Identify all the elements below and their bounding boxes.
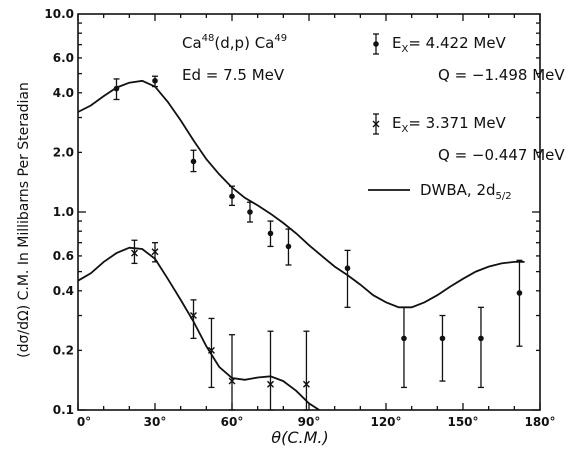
legend-label: EX= 3.371 MeV (392, 114, 507, 135)
cross-marker (207, 346, 215, 354)
dot-marker (247, 209, 253, 215)
y-tick-label: 0.4 (53, 284, 74, 298)
data-point-3371 (190, 299, 197, 340)
dot-marker (229, 193, 235, 200)
legend-dot-marker (373, 41, 379, 47)
data-points (113, 75, 523, 411)
data-point-3371 (267, 330, 274, 411)
cross-marker (228, 377, 236, 385)
legend: EX= 4.422 MeV Q = −1.498 MeV EX= 3.371 MeV… (368, 33, 565, 202)
y-tick-label: 4.0 (53, 86, 74, 100)
x-tick-label: 120° (370, 415, 401, 429)
x-tick-label: 30° (144, 415, 167, 429)
dot-marker (344, 265, 351, 272)
data-point-4422 (190, 149, 197, 173)
y-tick-label: 1.0 (53, 205, 74, 219)
beam-energy-annotation: Ed = 7.5 MeV (182, 66, 285, 84)
legend-cross-marker (372, 120, 380, 128)
x-tick-label: 0° (77, 415, 91, 429)
cross-marker (267, 380, 274, 388)
dwba-curve (77, 79, 525, 309)
dot-marker (152, 77, 158, 84)
dwba-curve (77, 246, 320, 411)
dot-marker (478, 335, 484, 342)
y-tick-label: 0.2 (53, 343, 74, 357)
data-point-4422 (439, 314, 446, 382)
data-point-3371 (228, 334, 236, 411)
dot-marker (267, 230, 274, 237)
y-tick-label: 10.0 (44, 7, 74, 21)
data-point-4422 (246, 201, 253, 223)
data-point-3371 (302, 330, 310, 411)
curves (77, 79, 525, 411)
dot-marker (190, 158, 197, 165)
cross-marker (151, 248, 159, 256)
x-tick-label: 150° (447, 415, 478, 429)
dot-marker (439, 335, 446, 342)
legend-q-value: Q = −0.447 MeV (438, 146, 565, 164)
legend-entry: EX= 4.422 MeV Q = −1.498 MeV (373, 33, 565, 84)
x-tick-label: 60° (221, 415, 244, 429)
reaction-annotation: Ca48(d,p) Ca49 (182, 33, 287, 52)
y-tick-label: 2.0 (53, 145, 74, 159)
dot-marker (113, 85, 120, 92)
data-point-4422 (152, 75, 158, 88)
x-axis-label: θ(C.M.) (271, 428, 328, 447)
y-tick-label: 6.0 (53, 51, 74, 65)
y-tick-label: 0.6 (53, 249, 74, 263)
dot-marker (516, 290, 523, 296)
cross-marker (190, 312, 197, 320)
legend-label: DWBA, 2d5/2 (420, 181, 512, 202)
dot-marker (285, 243, 292, 250)
legend-q-value: Q = −1.498 MeV (438, 66, 565, 84)
data-point-4422 (285, 228, 292, 266)
legend-entry: DWBA, 2d5/2 (368, 181, 512, 202)
dot-marker (401, 335, 407, 342)
legend-entry: EX= 3.371 MeV Q = −0.447 MeV (372, 113, 565, 164)
data-point-4422 (516, 259, 523, 347)
y-axis-label: (dσ/dΩ) C.M. In Millibarns Per Steradian (16, 82, 32, 358)
data-point-3371 (151, 242, 159, 263)
legend-label: EX= 4.422 MeV (392, 34, 507, 55)
data-point-3371 (207, 317, 215, 389)
cross-marker (302, 380, 310, 388)
data-point-4422 (400, 306, 407, 389)
ticks: 0° 30° 60° 90° 120° 150° 180° 10.0 6.0 4.0 2.0 1.0 0… (44, 7, 555, 429)
data-point-4422 (229, 185, 235, 207)
x-tick-label: 90° (298, 415, 321, 429)
y-tick-label: 0.1 (53, 403, 74, 417)
data-point-4422 (344, 249, 351, 308)
x-tick-label: 180° (524, 415, 555, 429)
data-point-4422 (477, 306, 484, 389)
data-point-4422 (113, 78, 120, 101)
data-point-3371 (130, 239, 138, 265)
cross-marker (130, 249, 138, 257)
data-point-4422 (267, 220, 274, 248)
